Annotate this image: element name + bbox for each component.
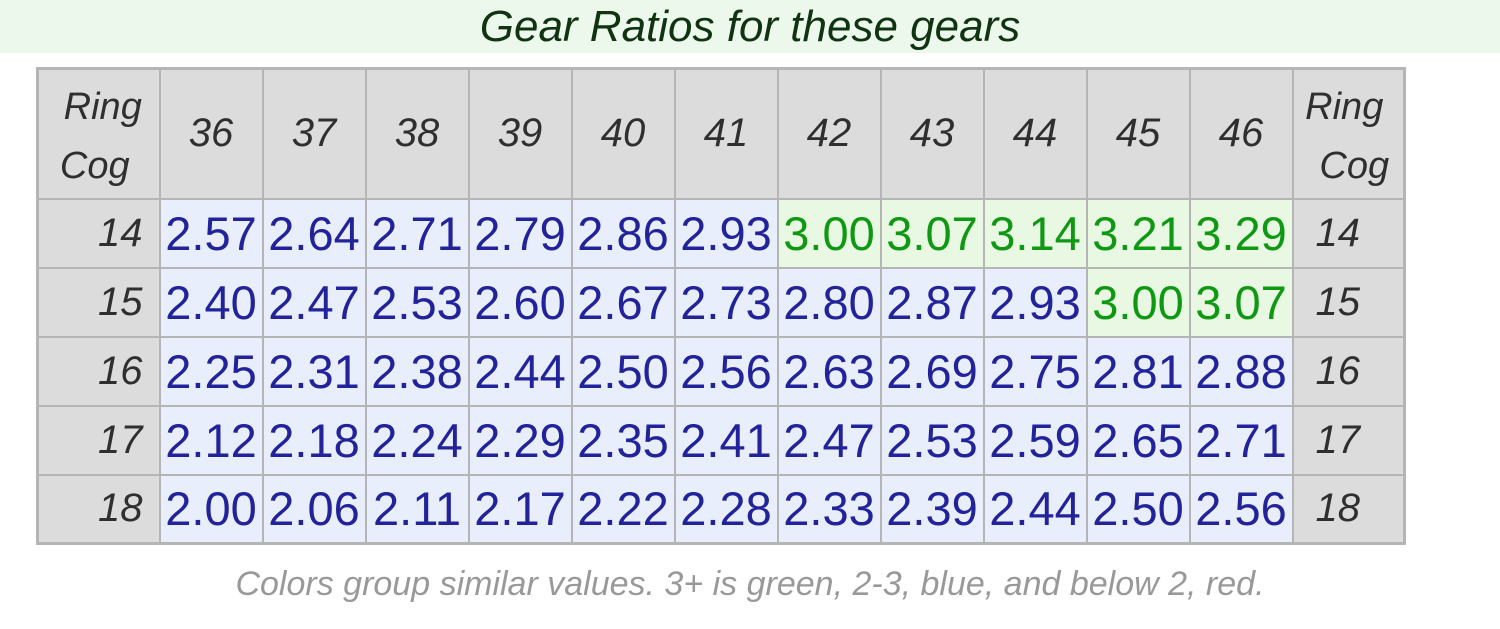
ring-header-41: 41 [673, 67, 779, 200]
table-header: Ring Cog 36 37 38 39 40 41 42 43 44 45 46 Ring Cog [36, 67, 1406, 200]
ratio-cell-ring38-cog14: 2.71 [364, 197, 470, 269]
ratio-cell-ring39-cog16: 2.44 [467, 335, 573, 407]
ring-header-42: 42 [776, 67, 882, 200]
ratio-cell-ring41-cog17: 2.41 [673, 404, 779, 476]
ratio-cell-ring42-cog14: 3.00 [776, 197, 882, 269]
ratio-cell-ring36-cog17: 2.12 [158, 404, 264, 476]
ratio-cell-ring46-cog15: 3.07 [1188, 266, 1294, 338]
ratio-cell-ring43-cog14: 3.07 [879, 197, 985, 269]
ratio-cell-ring43-cog16: 2.69 [879, 335, 985, 407]
ratio-cell-ring46-cog14: 3.29 [1188, 197, 1294, 269]
ring-header-46: 46 [1188, 67, 1294, 200]
ratio-cell-ring40-cog16: 2.50 [570, 335, 676, 407]
ratio-cell-ring46-cog16: 2.88 [1188, 335, 1294, 407]
cog-header-right-15: 15 [1291, 266, 1406, 338]
corner-left-cog-label: Cog [59, 144, 130, 187]
ratio-cell-ring46-cog18: 2.56 [1188, 473, 1294, 545]
ratio-cell-ring39-cog14: 2.79 [467, 197, 573, 269]
ratio-cell-ring37-cog15: 2.47 [261, 266, 367, 338]
ratio-cell-ring42-cog15: 2.80 [776, 266, 882, 338]
ring-header-45: 45 [1085, 67, 1191, 200]
ratio-cell-ring40-cog15: 2.67 [570, 266, 676, 338]
cog-header-left-17: 17 [36, 404, 161, 476]
ratio-cell-ring45-cog15: 3.00 [1085, 266, 1191, 338]
cog-header-right-14: 14 [1291, 197, 1406, 269]
ratio-cell-ring41-cog15: 2.73 [673, 266, 779, 338]
ratio-cell-ring43-cog17: 2.53 [879, 404, 985, 476]
ratio-cell-ring40-cog14: 2.86 [570, 197, 676, 269]
corner-right-ring-label: Ring [1305, 86, 1384, 128]
ratio-cell-ring38-cog15: 2.53 [364, 266, 470, 338]
corner-left-ring-label: Ring [63, 86, 142, 128]
ratio-cell-ring41-cog14: 2.93 [673, 197, 779, 269]
ring-header-44: 44 [982, 67, 1088, 200]
ratio-cell-ring40-cog18: 2.22 [570, 473, 676, 545]
cog-header-right-17: 17 [1291, 404, 1406, 476]
cog-header-right-16: 16 [1291, 335, 1406, 407]
ratio-cell-ring46-cog17: 2.71 [1188, 404, 1294, 476]
ratio-cell-ring39-cog15: 2.60 [467, 266, 573, 338]
ratio-cell-ring41-cog16: 2.56 [673, 335, 779, 407]
ratio-cell-ring41-cog18: 2.28 [673, 473, 779, 545]
ratio-cell-ring43-cog18: 2.39 [879, 473, 985, 545]
ratio-cell-ring44-cog15: 2.93 [982, 266, 1088, 338]
cog-header-right-18: 18 [1291, 473, 1406, 545]
ratio-cell-ring39-cog17: 2.29 [467, 404, 573, 476]
ratio-cell-ring36-cog15: 2.40 [158, 266, 264, 338]
ratio-cell-ring42-cog18: 2.33 [776, 473, 882, 545]
ratio-cell-ring43-cog15: 2.87 [879, 266, 985, 338]
ratio-cell-ring36-cog14: 2.57 [158, 197, 264, 269]
corner-header-right: Ring Cog [1291, 67, 1406, 200]
table-row-cog-17: 17 2.12 2.18 2.24 2.29 2.35 2.41 2.47 2.53 2.59 2.… [36, 404, 1406, 476]
ring-header-43: 43 [879, 67, 985, 200]
ratio-cell-ring38-cog17: 2.24 [364, 404, 470, 476]
ratio-cell-ring37-cog17: 2.18 [261, 404, 367, 476]
ring-header-40: 40 [570, 67, 676, 200]
table-body: 14 2.57 2.64 2.71 2.79 2.86 2.93 3.00 3.07 3.14 3.… [36, 197, 1406, 545]
ring-header-39: 39 [467, 67, 573, 200]
ring-header-36: 36 [158, 67, 264, 200]
header-row: Ring Cog 36 37 38 39 40 41 42 43 44 45 46 Ring Cog [36, 67, 1406, 200]
ratio-cell-ring36-cog16: 2.25 [158, 335, 264, 407]
ratio-cell-ring39-cog18: 2.17 [467, 473, 573, 545]
table-row-cog-18: 18 2.00 2.06 2.11 2.17 2.22 2.28 2.33 2.39 2.44 2.… [36, 473, 1406, 545]
ratio-cell-ring38-cog16: 2.38 [364, 335, 470, 407]
ratio-cell-ring37-cog18: 2.06 [261, 473, 367, 545]
ratio-cell-ring44-cog17: 2.59 [982, 404, 1088, 476]
page-title: Gear Ratios for these gears [479, 1, 1021, 51]
corner-right-cog-label: Cog [1319, 144, 1390, 187]
ratio-cell-ring45-cog18: 2.50 [1085, 473, 1191, 545]
table-row-cog-15: 15 2.40 2.47 2.53 2.60 2.67 2.73 2.80 2.87 2.93 3.… [36, 266, 1406, 338]
ring-header-38: 38 [364, 67, 470, 200]
table-row-cog-14: 14 2.57 2.64 2.71 2.79 2.86 2.93 3.00 3.07 3.14 3.… [36, 197, 1406, 269]
ratio-cell-ring37-cog16: 2.31 [261, 335, 367, 407]
cog-header-left-16: 16 [36, 335, 161, 407]
ratio-cell-ring40-cog17: 2.35 [570, 404, 676, 476]
table-row-cog-16: 16 2.25 2.31 2.38 2.44 2.50 2.56 2.63 2.69 2.75 2.… [36, 335, 1406, 407]
ratio-cell-ring45-cog14: 3.21 [1085, 197, 1191, 269]
ring-header-37: 37 [261, 67, 367, 200]
ratio-cell-ring45-cog16: 2.81 [1085, 335, 1191, 407]
ratio-cell-ring44-cog18: 2.44 [982, 473, 1088, 545]
cog-header-left-14: 14 [36, 197, 161, 269]
title-banner: Gear Ratios for these gears [0, 0, 1500, 53]
table-caption: Colors group similar values. 3+ is green… [235, 565, 1265, 603]
ratio-cell-ring37-cog14: 2.64 [261, 197, 367, 269]
ratio-cell-ring44-cog16: 2.75 [982, 335, 1088, 407]
ratio-cell-ring44-cog14: 3.14 [982, 197, 1088, 269]
ratio-cell-ring42-cog16: 2.63 [776, 335, 882, 407]
ratio-cell-ring36-cog18: 2.00 [158, 473, 264, 545]
ratio-cell-ring42-cog17: 2.47 [776, 404, 882, 476]
gear-ratio-table: Ring Cog 36 37 38 39 40 41 42 43 44 45 46 Ring Cog… [36, 67, 1406, 545]
ratio-cell-ring38-cog18: 2.11 [364, 473, 470, 545]
ratio-cell-ring45-cog17: 2.65 [1085, 404, 1191, 476]
corner-header-left: Ring Cog [36, 67, 161, 200]
cog-header-left-18: 18 [36, 473, 161, 545]
cog-header-left-15: 15 [36, 266, 161, 338]
